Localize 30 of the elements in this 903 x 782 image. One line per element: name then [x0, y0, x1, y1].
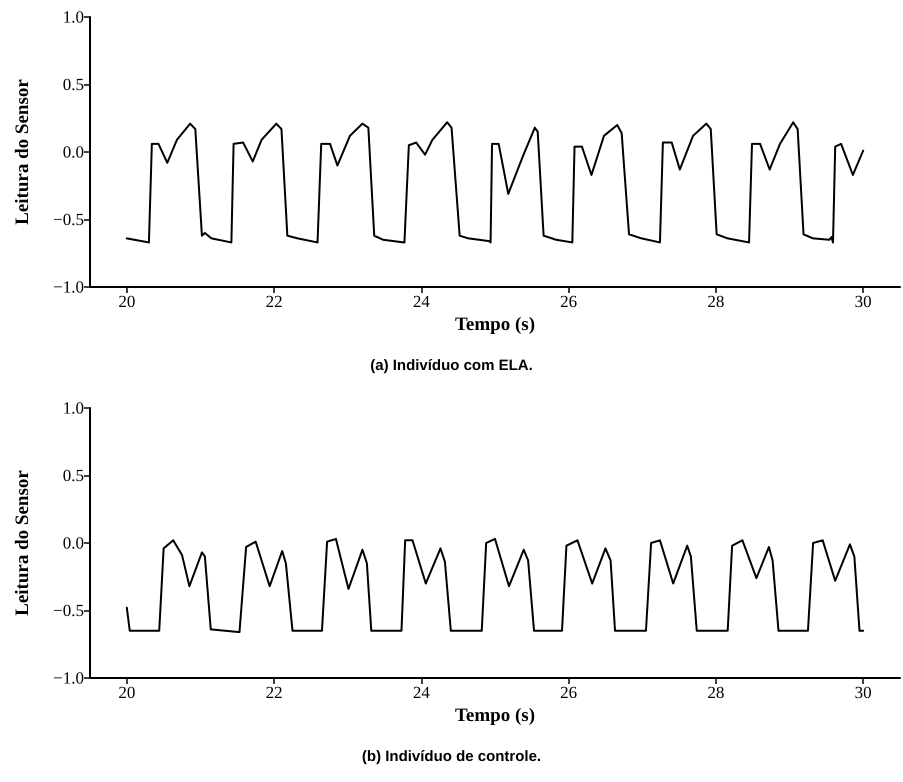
y-tick-label: 0.0 [62, 534, 84, 552]
x-tick-label: 26 [560, 683, 578, 702]
x-tick-label: 24 [412, 292, 430, 311]
y-tick-label: 1.0 [62, 8, 84, 26]
y-tick-label: −1.0 [53, 668, 84, 688]
x-tick-label: 30 [854, 683, 872, 702]
x-tick-label: 26 [560, 292, 578, 311]
y-axis-title: Leitura do Sensor [12, 470, 33, 616]
x-tick-label: 30 [854, 292, 872, 311]
y-tick-label: 0.5 [62, 466, 84, 485]
y-tick-label: −0.5 [53, 601, 84, 620]
text: (b) Indivíduo de controle. [362, 748, 542, 765]
y-tick-label: −0.5 [53, 210, 84, 229]
x-tick-label: 20 [118, 292, 136, 311]
y-tick-label: −1.0 [53, 278, 84, 296]
y-tick-label: 0.0 [62, 142, 84, 162]
y-tick-label: 0.5 [62, 75, 84, 94]
line-series [126, 121, 864, 244]
x-tick-label: 28 [707, 683, 724, 702]
line-series [126, 538, 864, 634]
x-tick-label: 24 [412, 683, 430, 702]
x-axis-title: Tempo (s) [454, 705, 536, 726]
text: (a) Indivíduo com ELA. [370, 357, 533, 374]
x-axis-title: Tempo (s) [454, 314, 536, 335]
x-tick-label: 20 [118, 683, 136, 702]
y-axis-title: Leitura do Sensor [12, 78, 33, 225]
x-tick-label: 22 [266, 292, 283, 311]
y-tick-label: 1.0 [62, 398, 84, 418]
x-tick-label: 22 [266, 683, 283, 702]
x-tick-label: 28 [707, 292, 724, 311]
